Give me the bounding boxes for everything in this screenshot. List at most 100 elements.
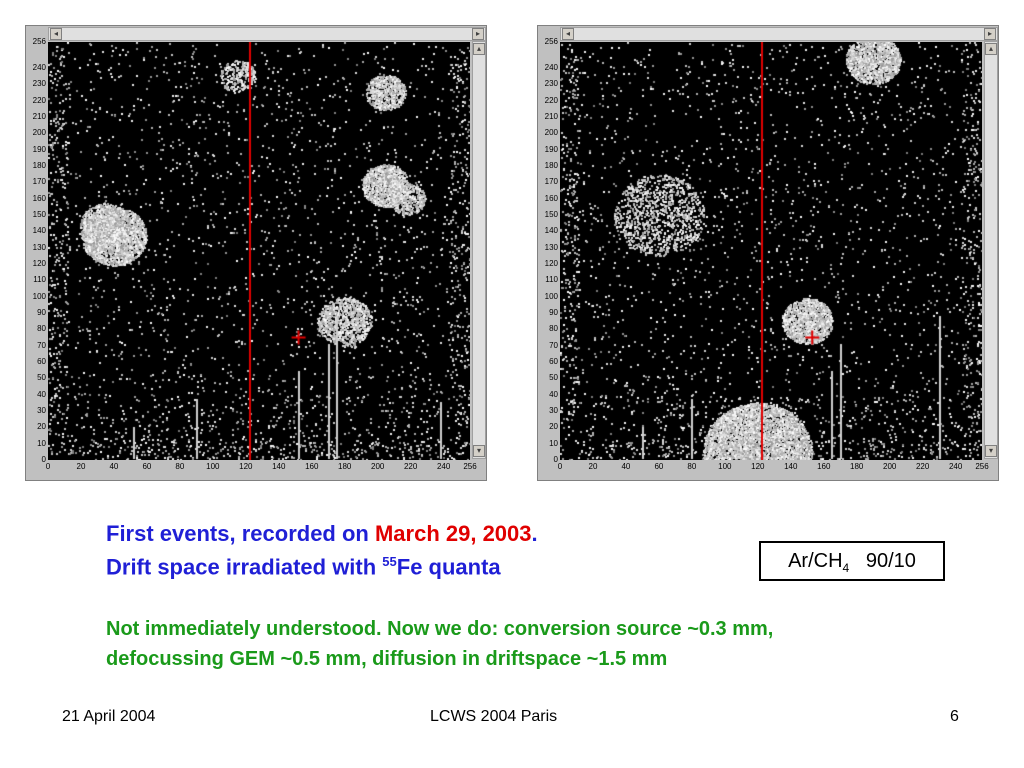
y-tick-label: 140	[544, 226, 558, 236]
y-tick-label: 80	[549, 324, 558, 334]
y-tick-label: 30	[549, 406, 558, 416]
note-line-1: Not immediately understood. Now we do: c…	[106, 618, 774, 640]
x-tick-label: 120	[751, 462, 765, 471]
isotope-mass-number: 55	[382, 554, 397, 569]
gas-mixture-box: Ar/CH4 90/10	[759, 541, 945, 581]
y-tick-label: 200	[32, 128, 46, 138]
y-tick-label: 180	[544, 161, 558, 171]
y-tick-label: 30	[37, 406, 46, 416]
right-scroll-down-button[interactable]: ▾	[985, 445, 997, 457]
left-scroll-right-button[interactable]: ▸	[472, 28, 484, 40]
right-side-scrollbar[interactable]: ▴ ▾	[984, 41, 998, 459]
x-tick-label: 20	[76, 462, 86, 471]
x-tick-label: 0	[557, 462, 563, 471]
x-tick-label: 40	[109, 462, 119, 471]
y-tick-label: 80	[37, 324, 46, 334]
y-tick-label: 70	[37, 340, 46, 350]
y-tick-label: 130	[544, 242, 558, 252]
gas-subscript: 4	[842, 561, 850, 575]
x-tick-label: 160	[305, 462, 319, 471]
x-tick-label: 240	[436, 462, 451, 471]
y-tick-label: 220	[32, 95, 46, 105]
y-tick-label: 110	[545, 275, 558, 285]
y-tick-label: 210	[544, 112, 558, 122]
left-plot-window: ◂ ▸ ▴ ▾ 256 240 230 220 210 200 190 180 170 160 15…	[25, 25, 487, 481]
y-tick-label: 120	[32, 259, 46, 269]
x-tick-label: 200	[883, 462, 897, 471]
y-tick-label: 130	[32, 242, 46, 252]
x-tick-label: 220	[403, 462, 418, 471]
x-tick-label: 220	[915, 462, 930, 471]
x-tick-label: 120	[239, 462, 253, 471]
caption-line-1: First events, recorded on March 29, 2003…	[106, 520, 726, 548]
x-tick-label: 256	[975, 462, 989, 471]
left-scroll-up-button[interactable]: ▴	[473, 43, 485, 55]
y-tick-label: 90	[37, 308, 46, 318]
y-tick-label: 190	[32, 144, 46, 154]
y-tick-label: 90	[549, 308, 558, 318]
y-tick-label: 70	[549, 340, 558, 350]
x-tick-label: 40	[621, 462, 631, 471]
y-tick-label: 50	[37, 373, 46, 383]
x-tick-label: 80	[687, 462, 697, 471]
x-tick-label: 100	[718, 462, 732, 471]
right-top-scrollbar[interactable]: ◂ ▸	[560, 27, 998, 41]
y-tick-label: 100	[32, 291, 46, 301]
caption-line1-suffix: .	[531, 521, 538, 546]
right-scroll-right-button[interactable]: ▸	[984, 28, 996, 40]
y-tick-label: 200	[544, 128, 558, 138]
left-top-scrollbar[interactable]: ◂ ▸	[48, 27, 486, 41]
right-scroll-up-button[interactable]: ▴	[985, 43, 997, 55]
caption-date: March 29, 2003	[374, 521, 532, 546]
y-tick-label: 40	[37, 389, 46, 399]
footer-date: 21 April 2004	[62, 708, 156, 725]
y-tick-label: 170	[32, 177, 46, 187]
y-tick-label: 10	[37, 438, 46, 448]
footer-event: LCWS 2004 Paris	[430, 708, 558, 725]
y-tick-label: 240	[32, 63, 46, 73]
y-tick-label: 150	[32, 210, 46, 220]
y-tick-label: 190	[544, 144, 558, 154]
left-detector-image	[48, 42, 470, 460]
caption: First events, recorded on March 29, 2003…	[106, 520, 726, 581]
explanation-note: Not immediately understood. Now we do: c…	[106, 614, 986, 674]
right-detector-image	[560, 42, 982, 460]
right-hitmap-canvas	[560, 42, 982, 460]
x-tick-label: 80	[175, 462, 185, 471]
y-tick-label: 120	[544, 259, 558, 269]
y-tick-label: 160	[32, 193, 46, 203]
y-tick-label: 50	[549, 373, 558, 383]
caption-line1-prefix: First events, recorded on	[106, 521, 375, 546]
caption-line-2: Drift space irradiated with 55Fe quanta	[106, 548, 726, 581]
gas-ratio: 90/10	[865, 550, 916, 572]
left-scroll-left-button[interactable]: ◂	[50, 28, 62, 40]
x-tick-label: 256	[463, 462, 477, 471]
x-tick-label: 180	[850, 462, 864, 471]
y-tick-label: 230	[32, 79, 46, 89]
y-tick-label: 150	[544, 210, 558, 220]
y-tick-label: 256	[544, 37, 558, 46]
y-tick-label: 60	[37, 357, 46, 367]
left-side-scrollbar[interactable]: ▴ ▾	[472, 41, 486, 459]
y-tick-label: 170	[544, 177, 558, 187]
y-tick-label: 140	[32, 226, 46, 236]
y-tick-label: 240	[544, 63, 558, 73]
x-tick-label: 180	[338, 462, 352, 471]
x-tick-label: 240	[948, 462, 963, 471]
right-scroll-left-button[interactable]: ◂	[562, 28, 574, 40]
y-tick-label: 0	[553, 455, 558, 464]
y-tick-label: 20	[37, 422, 46, 432]
note-line-2: defocussing GEM ~0.5 mm, diffusion in dr…	[106, 648, 668, 670]
y-tick-label: 0	[41, 455, 46, 464]
footer-page-number: 6	[950, 708, 959, 725]
y-tick-label: 180	[32, 161, 46, 171]
left-scroll-down-button[interactable]: ▾	[473, 445, 485, 457]
caption-line2-suffix: Fe quanta	[396, 554, 501, 580]
y-tick-label: 60	[549, 357, 558, 367]
x-tick-label: 20	[588, 462, 598, 471]
x-tick-label: 160	[817, 462, 831, 471]
y-tick-label: 110	[33, 275, 46, 285]
y-tick-label: 256	[32, 37, 46, 46]
y-tick-label: 160	[544, 193, 558, 203]
caption-line2-prefix: Drift space irradiated with	[106, 554, 383, 580]
